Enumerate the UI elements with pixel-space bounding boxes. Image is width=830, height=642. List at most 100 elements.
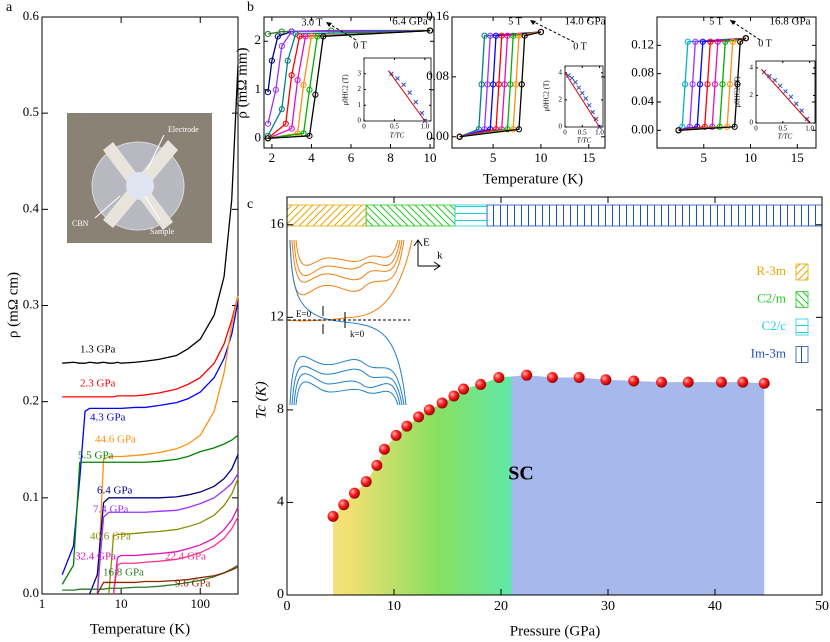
field-arrow-head [730,20,736,25]
legend-label: C2/c [761,318,786,333]
data-point [390,429,402,441]
data-point [573,371,585,383]
data-point [537,28,545,36]
data-point [401,82,406,88]
data-point [492,32,500,39]
data-point [484,81,491,88]
data-point [306,86,313,93]
annotation: Sample [150,227,174,236]
series-label: 44.6 GPa [95,434,136,446]
series-label: 40.6 GPa [90,531,131,543]
x-tick-label: 10 [387,599,401,614]
plot-frame [286,196,823,596]
y-tick-label: 0.16 [426,8,449,23]
data-point [300,81,307,89]
series-label: 16.8 GPa [103,567,144,579]
x-axis-label: T/TC [577,137,592,145]
series-line [564,72,600,128]
y-axis-label: ρ (mΩ cm) [5,272,21,338]
x-tick-label: 0 [284,599,291,614]
data-point [628,375,640,387]
data-point [294,76,301,84]
annotation: 16.8 GPa [770,16,811,28]
data-point [272,86,279,93]
data-point [278,43,285,50]
y-tick-label: 0.00 [426,128,449,143]
data-point [518,81,525,88]
annotation: 0 T [758,38,771,49]
y-tick-label: 2 [255,32,262,47]
data-point [413,99,419,105]
x-tick-label: 2 [269,150,276,165]
series-line [459,31,541,138]
data-point [579,90,585,96]
x-tick-label: 1 [39,596,46,611]
x-axis-label: Pressure (GPa) [510,623,600,639]
data-point [436,397,448,409]
x-tick-label: 5 [490,150,497,165]
data-point [478,81,485,88]
y-tick-label: 1 [255,81,262,96]
data-point [573,79,578,85]
series-line [459,31,542,138]
series-line [61,300,239,576]
panel-label: b [247,0,254,15]
data-point [264,120,272,127]
y-tick-label: 0 [277,587,284,602]
phase-band [486,204,823,227]
data-point [264,89,272,96]
annotation: 3.0 T [302,17,323,28]
data-point [264,135,272,142]
data-point [600,374,612,386]
data-point [493,371,505,383]
series-label: 4.3 GPa [90,412,126,424]
y-tick-label: 0.04 [631,93,654,108]
data-point [264,30,272,38]
series-line [459,31,542,138]
x-axis-label: T/TC [778,133,793,141]
data-point [684,38,691,45]
data-point [312,91,319,98]
y-tick-label: 0.08 [631,65,654,80]
x-tick-label: 100 [190,596,210,611]
legend-swatch [795,318,809,336]
y-tick-label: 4 [559,68,563,76]
plot-frame [564,65,604,128]
data-point [777,83,783,89]
series-line [108,478,239,595]
series-label: 5.5 GPa [78,450,114,462]
data-point [788,94,794,100]
data-point [448,390,460,402]
band-inset [285,239,441,406]
y-axis-label: ρ (mΩ mm) [234,47,250,118]
data-point [481,32,488,39]
data-point [327,510,339,522]
data-point [268,57,276,64]
series-label: 32.4 GPa [75,551,116,563]
y-tick-label: 0 [358,117,362,125]
data-point [793,101,799,107]
y-tick-label: 12 [270,310,284,325]
y-axis-label: Tc (K) [253,381,269,418]
y-tick-label: 0.00 [631,121,654,136]
data-point [274,33,281,40]
x-tick-label: 6 [348,150,355,165]
y-tick-label: 0 [559,123,563,131]
data-point [507,81,514,88]
series-line [61,434,239,585]
y-tick-label: 0.1 [23,489,39,504]
x-tick-label: 10 [115,596,128,611]
data-point [586,102,592,108]
data-point [722,38,729,45]
data-point [504,32,511,39]
data-point [521,32,528,39]
series-label: 6.4 GPa [97,485,133,497]
y-tick-label: 0.4 [23,200,40,215]
data-point [495,81,502,88]
legend-swatch [795,291,809,308]
x-axis-label: Temperature (K) [90,621,190,637]
data-point [546,371,558,383]
series-line [112,507,239,595]
y-axis-label: μ0HC2 (T) [543,80,551,112]
x-tick-label: 0.5 [390,123,399,131]
